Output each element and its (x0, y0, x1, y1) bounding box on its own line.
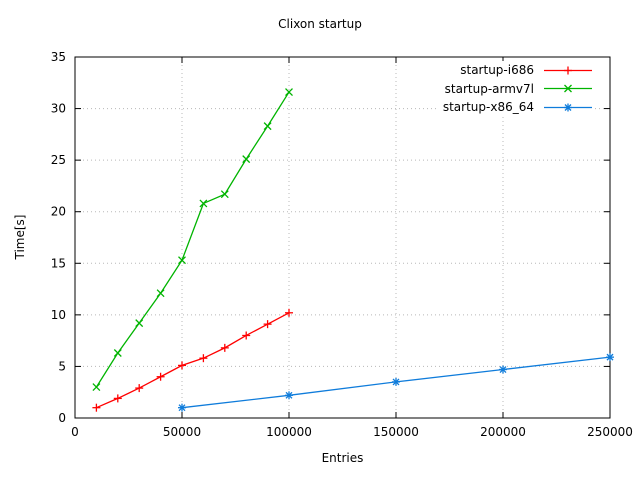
y-tick-label: 15 (51, 256, 66, 270)
tick-labels: 0 50000 100000 150000 200000 250000 0 5 10 15 20 25… (51, 50, 633, 439)
x-tick-label: 0 (71, 425, 79, 439)
legend-entry: startup-x86_64 (443, 98, 592, 117)
axes (74, 56, 611, 419)
legend: startup-i686 startup-armv7l startup-x86_… (436, 61, 592, 117)
y-tick-label: 10 (51, 308, 66, 322)
legend-sample-line (544, 66, 592, 75)
legend-label: startup-x86_64 (442, 100, 534, 115)
legend-label: startup-armv7l (444, 81, 534, 96)
y-axis-label: Time[s] (13, 214, 27, 260)
x-tick-label: 150000 (373, 425, 419, 439)
legend-entry: startup-armv7l (443, 80, 592, 99)
series-startup-armv7l (92, 88, 293, 392)
y-tick-label: 5 (58, 359, 66, 373)
series-startup-i686 (92, 308, 293, 412)
x-tick-label: 250000 (587, 425, 633, 439)
y-tick-label: 30 (51, 102, 66, 116)
x-tick-label: 100000 (266, 425, 312, 439)
y-tick-label: 0 (58, 411, 66, 425)
legend-sample-line (544, 84, 592, 93)
series-startup-x86_64 (178, 353, 614, 412)
legend-label: startup-i686 (460, 63, 534, 78)
x-tick-label: 50000 (163, 425, 201, 439)
y-tick-label: 35 (51, 50, 66, 64)
x-tick-label: 200000 (480, 425, 526, 439)
y-tick-label: 25 (51, 153, 66, 167)
x-axis-label: Entries (321, 451, 364, 465)
y-tick-label: 20 (51, 205, 66, 219)
legend-entry: startup-i686 (443, 61, 592, 80)
legend-sample-line (544, 103, 592, 112)
chart-title: Clixon startup (278, 17, 362, 31)
